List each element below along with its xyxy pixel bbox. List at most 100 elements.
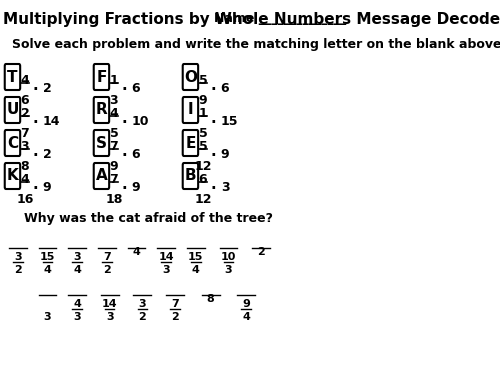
Text: 7: 7 xyxy=(110,173,118,186)
Text: 12: 12 xyxy=(194,193,212,206)
Text: 3: 3 xyxy=(162,265,170,275)
Text: ·: · xyxy=(122,181,128,196)
Text: 2: 2 xyxy=(42,148,51,161)
Text: 3: 3 xyxy=(110,94,118,107)
Text: 9: 9 xyxy=(242,299,250,309)
FancyBboxPatch shape xyxy=(182,130,198,156)
Text: 6: 6 xyxy=(20,94,29,107)
Text: 15: 15 xyxy=(220,115,238,128)
Text: K: K xyxy=(6,168,18,183)
FancyBboxPatch shape xyxy=(94,97,109,123)
Text: 5: 5 xyxy=(110,127,118,140)
Text: 14: 14 xyxy=(42,115,60,128)
Text: Multiplying Fractions by Whole Numbers Message Decoder: Multiplying Fractions by Whole Numbers M… xyxy=(3,12,500,27)
Text: 5: 5 xyxy=(198,74,207,87)
Text: 4: 4 xyxy=(73,265,81,275)
Text: 10: 10 xyxy=(132,115,149,128)
Text: ·: · xyxy=(122,148,128,163)
Text: 12: 12 xyxy=(194,160,212,173)
Text: 2: 2 xyxy=(171,312,179,322)
Text: 16: 16 xyxy=(16,193,34,206)
Text: 3: 3 xyxy=(106,312,114,322)
Text: 4: 4 xyxy=(242,312,250,322)
Text: ·: · xyxy=(33,82,38,97)
Text: 7: 7 xyxy=(103,252,110,262)
Text: Name ______________: Name ______________ xyxy=(214,12,346,25)
FancyBboxPatch shape xyxy=(94,64,109,90)
Text: 3: 3 xyxy=(220,181,230,194)
Text: U: U xyxy=(6,102,18,117)
Text: 9: 9 xyxy=(42,181,51,194)
Text: 14: 14 xyxy=(158,252,174,262)
Text: 4: 4 xyxy=(20,173,30,186)
Text: 3: 3 xyxy=(74,252,81,262)
Text: 1: 1 xyxy=(110,74,118,87)
Text: 6: 6 xyxy=(132,82,140,95)
Text: 3: 3 xyxy=(20,140,29,153)
Text: 1: 1 xyxy=(198,107,207,120)
FancyBboxPatch shape xyxy=(94,163,109,189)
FancyBboxPatch shape xyxy=(182,163,198,189)
Text: 2: 2 xyxy=(20,107,30,120)
Text: T: T xyxy=(7,69,18,84)
Text: 4: 4 xyxy=(44,265,52,275)
Text: 5: 5 xyxy=(198,127,207,140)
Text: 14: 14 xyxy=(102,299,118,309)
Text: ·: · xyxy=(211,181,216,196)
Text: 3: 3 xyxy=(44,312,52,322)
Text: 5: 5 xyxy=(198,140,207,153)
Text: 2: 2 xyxy=(14,265,22,275)
FancyBboxPatch shape xyxy=(4,64,20,90)
Text: 3: 3 xyxy=(14,252,22,262)
Text: 4: 4 xyxy=(132,247,140,257)
Text: 2: 2 xyxy=(138,312,146,322)
Text: 15: 15 xyxy=(188,252,204,262)
Text: 9: 9 xyxy=(198,94,207,107)
Text: Why was the cat afraid of the tree?: Why was the cat afraid of the tree? xyxy=(24,212,273,225)
FancyBboxPatch shape xyxy=(4,163,20,189)
Text: 6: 6 xyxy=(220,82,230,95)
Text: 2: 2 xyxy=(257,247,265,257)
Text: 18: 18 xyxy=(105,193,122,206)
Text: ·: · xyxy=(211,82,216,97)
Text: Solve each problem and write the matching letter on the blank above the answer.: Solve each problem and write the matchin… xyxy=(12,38,500,51)
Text: 3: 3 xyxy=(138,299,146,309)
Text: 10: 10 xyxy=(220,252,236,262)
FancyBboxPatch shape xyxy=(182,64,198,90)
Text: 2: 2 xyxy=(103,265,110,275)
FancyBboxPatch shape xyxy=(4,130,20,156)
Text: 4: 4 xyxy=(110,107,118,120)
Text: F: F xyxy=(96,69,106,84)
Text: ·: · xyxy=(33,115,38,130)
Text: A: A xyxy=(96,168,108,183)
FancyBboxPatch shape xyxy=(94,130,109,156)
Text: ·: · xyxy=(122,115,128,130)
Text: 8: 8 xyxy=(20,160,29,173)
FancyBboxPatch shape xyxy=(182,97,198,123)
Text: 8: 8 xyxy=(206,294,214,304)
Text: 7: 7 xyxy=(171,299,179,309)
Text: 7: 7 xyxy=(110,140,118,153)
Text: E: E xyxy=(185,135,196,150)
Text: ·: · xyxy=(122,82,128,97)
Text: 2: 2 xyxy=(42,82,51,95)
Text: 7: 7 xyxy=(20,127,30,140)
Text: I: I xyxy=(188,102,193,117)
Text: ·: · xyxy=(33,148,38,163)
FancyBboxPatch shape xyxy=(4,97,20,123)
Text: ·: · xyxy=(33,181,38,196)
Text: 15: 15 xyxy=(40,252,55,262)
Text: 4: 4 xyxy=(192,265,200,275)
Text: 9: 9 xyxy=(132,181,140,194)
Text: O: O xyxy=(184,69,197,84)
Text: B: B xyxy=(184,168,196,183)
Text: 3: 3 xyxy=(74,312,81,322)
Text: ·: · xyxy=(211,115,216,130)
Text: 9: 9 xyxy=(110,160,118,173)
Text: R: R xyxy=(96,102,108,117)
Text: ·: · xyxy=(211,148,216,163)
Text: S: S xyxy=(96,135,107,150)
Text: 4: 4 xyxy=(73,299,81,309)
Text: 4: 4 xyxy=(20,74,30,87)
Text: C: C xyxy=(7,135,18,150)
